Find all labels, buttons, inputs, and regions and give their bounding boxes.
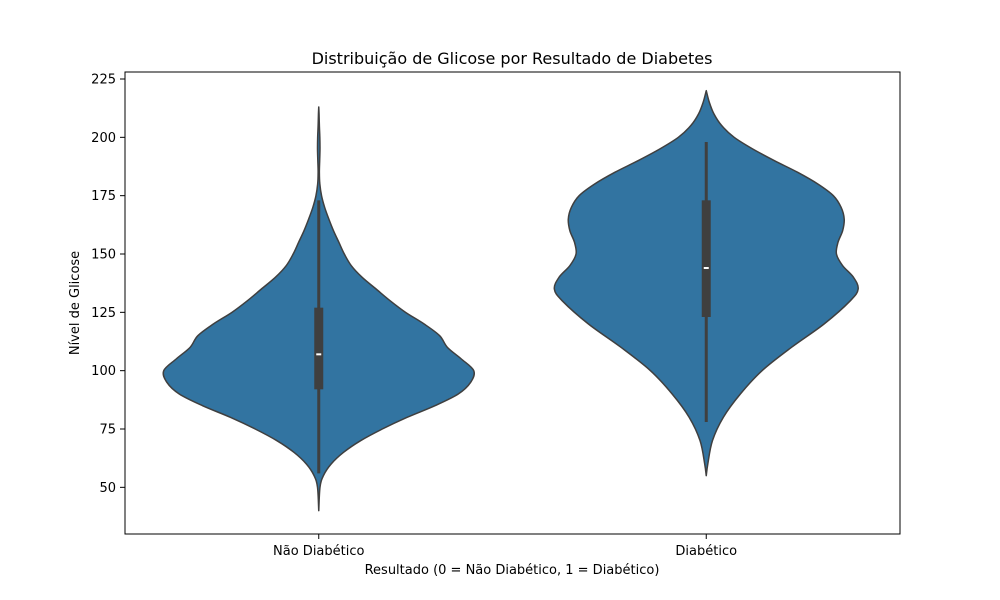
chart-title: Distribuição de Glicose por Resultado de… <box>312 49 713 68</box>
x-axis: Não Diabético Diabético <box>273 534 737 559</box>
y-tick-label: 175 <box>91 189 116 204</box>
y-tick-label: 100 <box>91 364 116 379</box>
y-tick-label: 150 <box>91 248 116 263</box>
y-tick-label: 50 <box>99 481 116 496</box>
y-tick-label: 200 <box>91 131 116 146</box>
violin-group <box>162 106 476 512</box>
iqr-box <box>701 200 711 317</box>
x-axis-title: Resultado (0 = Não Diabético, 1 = Diabét… <box>365 563 660 578</box>
y-tick-label: 125 <box>91 306 116 321</box>
violin-group <box>553 89 859 477</box>
y-tick-label: 75 <box>99 423 116 438</box>
y-axis-title: Nível de Glicose <box>68 251 83 355</box>
plot-frame <box>124 71 901 535</box>
iqr-box <box>314 307 324 390</box>
x-tick-label: Não Diabético <box>273 544 364 559</box>
y-axis: 50 75 100 125 150 175 200 225 <box>91 73 125 496</box>
x-tick-label: Diabético <box>675 544 737 559</box>
plot-area <box>162 89 859 512</box>
y-tick-label: 225 <box>91 73 116 88</box>
